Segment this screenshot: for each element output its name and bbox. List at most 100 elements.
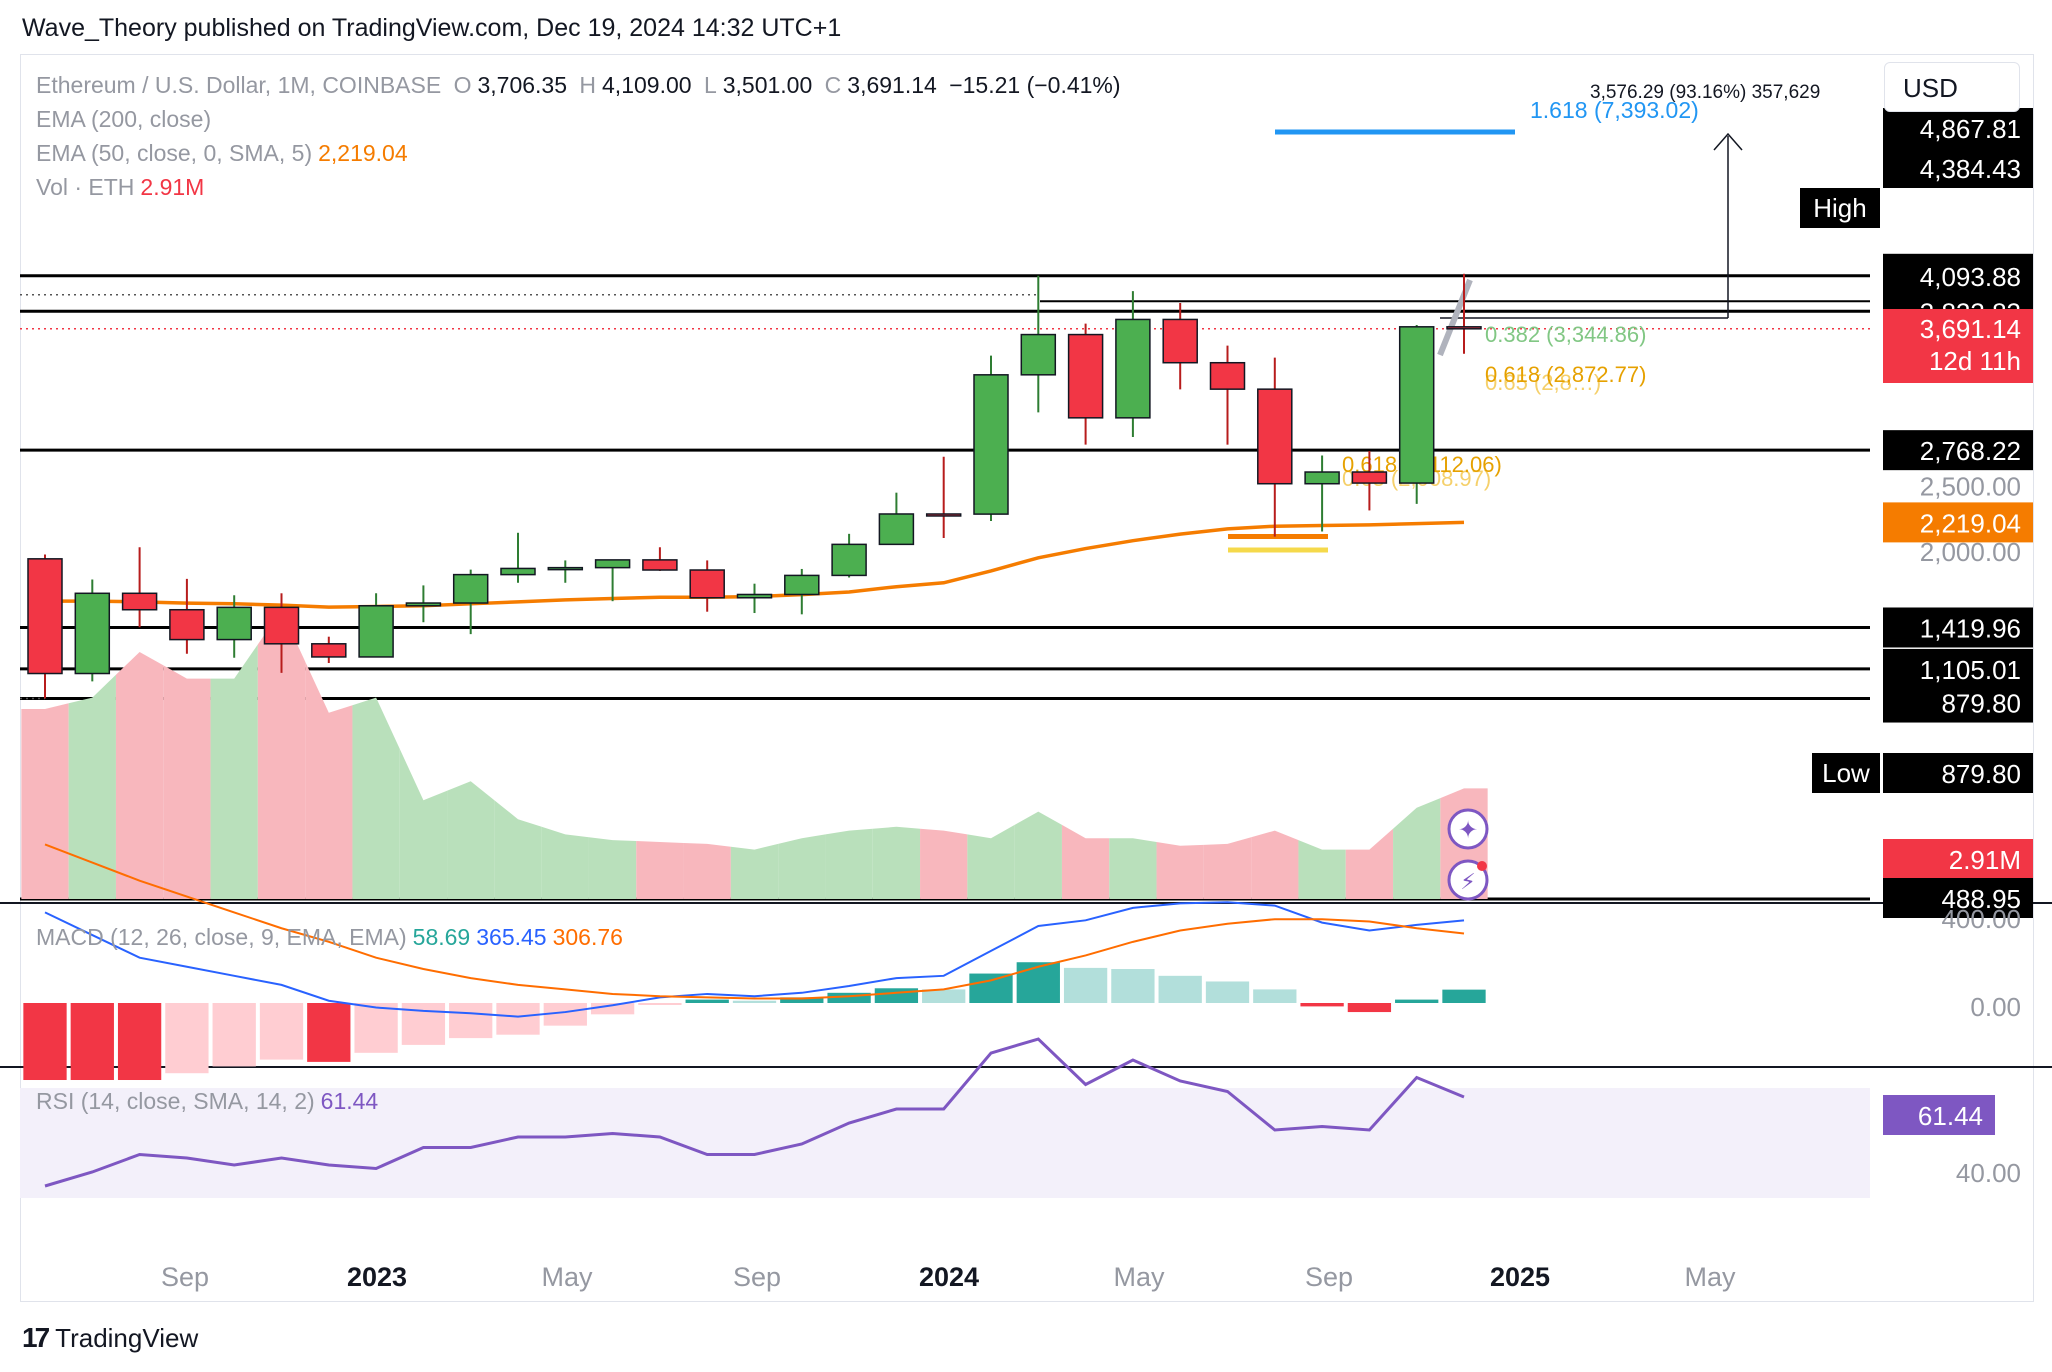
axis-badge: 4,867.81 [1920, 114, 2021, 144]
axis-badge: 1,105.01 [1920, 655, 2021, 685]
tradingview-brand: TradingView [55, 1322, 199, 1353]
volume-segment [1109, 838, 1157, 899]
candle-body [1115, 318, 1151, 419]
low-badge: 879.80 [1941, 759, 2021, 789]
volume-segment [967, 824, 1015, 899]
candle-body [594, 559, 631, 569]
macd-histogram-bar [543, 1003, 587, 1026]
volume-segment [920, 828, 968, 899]
volume-segment [636, 841, 684, 899]
last-price-badge-bg [1883, 309, 2033, 383]
fib-target-label: 1.618 (7,393.02) [1530, 97, 1699, 123]
macd-histogram-bar [212, 1003, 256, 1067]
candle-body [358, 605, 394, 658]
axis-badge-bg [1883, 108, 2033, 148]
macd-histogram-bar [449, 1003, 493, 1039]
volume-segment [1393, 798, 1441, 899]
volume-segment [21, 703, 69, 899]
volume-segment [210, 644, 258, 899]
candle-body [405, 602, 442, 607]
macd-histogram-bar [1205, 981, 1250, 1003]
macd-histogram-bar [1253, 989, 1297, 1003]
candle-body [263, 606, 300, 645]
volume-segment [352, 697, 400, 899]
candle-body [452, 573, 489, 604]
low-tag: Low [1822, 758, 1870, 788]
macd-histogram-bar [1063, 967, 1108, 1003]
axis-badge: 4,093.88 [1920, 262, 2021, 292]
fib-618-upper-label: 0.618 (2,872.77) [1485, 362, 1646, 387]
macd-histogram-bar [922, 989, 966, 1003]
rsi-line [44, 1037, 1465, 1188]
macd-histogram-bar [969, 973, 1013, 1003]
volume-segment [872, 826, 921, 899]
macd-axis-label: 0.00 [1970, 992, 2021, 1022]
fib-382-label: 0.382 (3,344.86) [1485, 322, 1646, 347]
time-axis-label: May [1113, 1262, 1165, 1292]
time-axis-label: Sep [161, 1262, 209, 1292]
axis-tick-label: 2,500.00 [1920, 471, 2021, 501]
measure-arrow-icon [1713, 132, 1743, 151]
volume-segment [730, 843, 779, 899]
candle-body [1351, 471, 1388, 484]
axis-badge: 2,768.22 [1920, 436, 2021, 466]
measure-label: 3,576.29 (93.16%) 357,629 [1590, 82, 1820, 103]
candle-body [27, 558, 63, 675]
tradingview-logo[interactable]: 17 TradingView [22, 1322, 198, 1354]
macd-signal-line [44, 843, 1465, 1000]
volume-segment [399, 748, 448, 899]
ema50-badge-bg [1883, 502, 2033, 543]
macd-histogram-bar [117, 1003, 162, 1081]
volume-segment [541, 826, 589, 899]
macd-histogram-bar [638, 1003, 682, 1005]
time-axis: Sep 2023 May Sep 2024 May Sep 2025 May [161, 1262, 1736, 1292]
macd-histogram-bar [1158, 975, 1202, 1003]
macd-legend[interactable]: MACD (12, 26, close, 9, EMA, EMA) 58.69 36… [36, 924, 623, 950]
currency-button[interactable]: USD [1884, 62, 2020, 112]
volume-segment [1203, 837, 1252, 899]
candle-body [1067, 333, 1104, 419]
candles [27, 273, 1482, 699]
volume-segment [257, 610, 306, 899]
macd-axis-label: 400.00 [1941, 904, 2021, 934]
candle-body [689, 569, 725, 599]
volume-segment [778, 834, 826, 899]
volume-segment [1345, 828, 1394, 899]
macd-histogram-bar [70, 1003, 114, 1081]
macd-histogram-bar [1300, 1003, 1344, 1007]
macd-line [44, 901, 1465, 1018]
ema50-legend[interactable]: EMA (50, close, 0, SMA, 5) 2,219.04 [36, 140, 408, 166]
axis-badge-bg [1883, 148, 2033, 188]
volume-segment [1156, 842, 1204, 899]
time-axis-label: Sep [1305, 1262, 1353, 1292]
ohlc-values: O 3,706.35 H 4,109.00 L 3,501.00 C 3,691.14 … [453, 72, 1121, 98]
sparkle-icon-glyph: ✦ [1458, 817, 1478, 844]
axis-badge-bg [1883, 878, 2033, 918]
macd-histogram-bar [1016, 962, 1060, 1003]
rsi-badge-bg [1883, 1095, 1995, 1135]
volume-legend[interactable]: Vol · ETH 2.91M [36, 174, 205, 200]
candle-body [311, 643, 347, 658]
axis-badge: 879.80 [1941, 689, 2021, 719]
macd-histogram-bar [307, 1003, 351, 1062]
rsi-axis-label: 40.00 [1956, 1158, 2021, 1188]
volume-segment [115, 652, 164, 899]
macd-histogram-bar [165, 1003, 209, 1074]
lightning-icon-glyph: ⚡ [1460, 869, 1475, 894]
macd-histogram-bar [685, 999, 729, 1003]
candle-body [973, 374, 1009, 515]
rsi-legend[interactable]: RSI (14, close, SMA, 14, 2) 61.44 [36, 1088, 379, 1114]
candle-body [1304, 471, 1340, 485]
axis-badge: 4,384.43 [1920, 154, 2021, 184]
candle-body [1446, 326, 1482, 330]
fib-65-upper-label: 0.65 (2,8…) [1485, 370, 1601, 395]
volume-segment [683, 842, 731, 899]
high-tag: High [1813, 193, 1866, 223]
candle-body [1020, 333, 1057, 376]
ema200-legend[interactable]: EMA (200, close) [36, 106, 212, 132]
macd-histogram-bar [259, 1003, 304, 1060]
rsi-badge: 61.44 [1918, 1101, 1983, 1131]
time-axis-label: 2024 [919, 1262, 979, 1292]
axis-badge-bg [1883, 648, 2033, 689]
